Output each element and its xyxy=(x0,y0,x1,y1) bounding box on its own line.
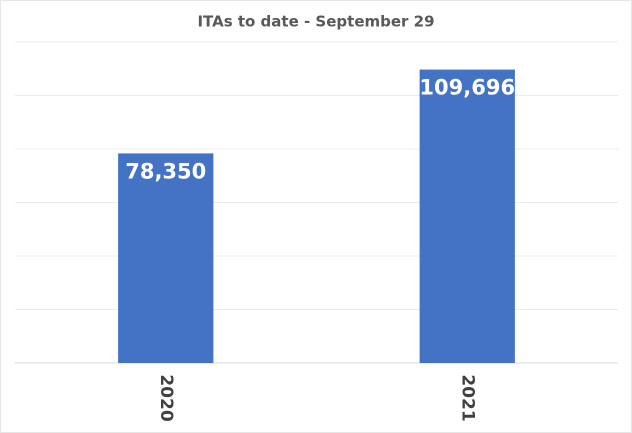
x-tick-label: 2021 xyxy=(457,374,477,421)
data-label: 109,696 xyxy=(419,76,515,100)
bar xyxy=(419,69,515,363)
data-label: 78,350 xyxy=(125,159,206,183)
chart-title: ITAs to date - September 29 xyxy=(197,13,434,31)
x-tick-label: 2020 xyxy=(156,374,176,421)
bar xyxy=(118,153,214,363)
